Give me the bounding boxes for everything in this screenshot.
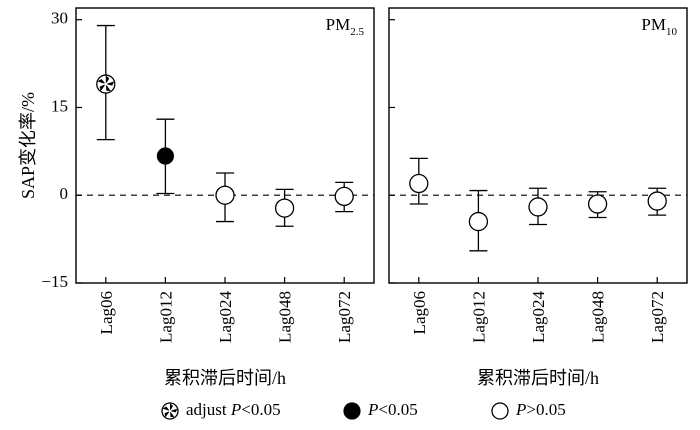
y-tick-label: −15 — [41, 272, 68, 291]
legend-2-filled-marker — [343, 402, 361, 420]
legend-1-adjust-star-center — [168, 409, 172, 413]
legend-1-adjust-star-icon — [162, 403, 178, 418]
legend-p-symbol: P — [367, 400, 378, 419]
pollutant-label-subscript: 2.5 — [350, 26, 364, 38]
y-tick-label: 30 — [51, 9, 68, 28]
x-category-label: Lag072 — [648, 291, 667, 343]
legend-prefix: adjust — [186, 400, 231, 419]
x-category-label: Lag048 — [276, 291, 295, 343]
x-category-label: Lag072 — [335, 291, 354, 343]
legend-threshold: <0.05 — [241, 400, 280, 419]
panel-1-point-open-marker — [334, 186, 354, 207]
legend-label: P<0.05 — [367, 400, 418, 419]
x-category-label: Lag024 — [216, 291, 235, 343]
legend-p-symbol: P — [230, 400, 241, 419]
legend-label: adjust P<0.05 — [186, 400, 281, 419]
pollutant-label-main: PM — [326, 15, 351, 34]
panel-2-point-open-marker — [409, 173, 429, 194]
x-category-label: Lag06 — [97, 291, 116, 334]
panel-2-point-open-marker — [587, 194, 608, 214]
y-tick-label: 0 — [60, 184, 69, 203]
legend-threshold: <0.05 — [378, 400, 417, 419]
y-tick-label: 15 — [51, 96, 68, 115]
x-category-label: Lag048 — [589, 291, 608, 343]
panel-1-point-open-marker — [274, 198, 295, 218]
pollutant-label-subscript: 10 — [666, 26, 678, 38]
panel-1-pollutant-label: PM2.5 — [326, 15, 365, 38]
legend-label: P>0.05 — [515, 400, 566, 419]
panel-1-frame — [75, 7, 375, 284]
x-category-label: Lag06 — [410, 291, 429, 334]
x-category-label: Lag012 — [156, 291, 175, 343]
legend-p-symbol: P — [515, 400, 526, 419]
panel-2-frame — [388, 7, 688, 284]
panel-1-point-adjust-star-center — [104, 82, 108, 86]
x-axis-title: 累积滞后时间/h — [164, 368, 286, 388]
x-axis-title: 累积滞后时间/h — [477, 368, 599, 388]
x-category-label: Lag024 — [529, 291, 548, 343]
panel-2-point-open-marker — [468, 211, 489, 232]
panel-2-pollutant-label: PM10 — [641, 15, 677, 38]
legend-3-open-marker — [491, 402, 509, 420]
panel-1-point-filled-marker — [156, 147, 174, 165]
y-axis-title: SAP变化率/% — [18, 92, 38, 199]
panel-1-point-open-marker — [215, 185, 235, 205]
legend-threshold: >0.05 — [526, 400, 565, 419]
panel-1-point-adjust-star-icon — [97, 75, 115, 92]
pollutant-label-main: PM — [641, 15, 666, 34]
panel-2-point-open-marker — [647, 191, 667, 211]
x-category-label: Lag012 — [469, 291, 488, 343]
panel-2-point-open-marker — [528, 197, 548, 217]
